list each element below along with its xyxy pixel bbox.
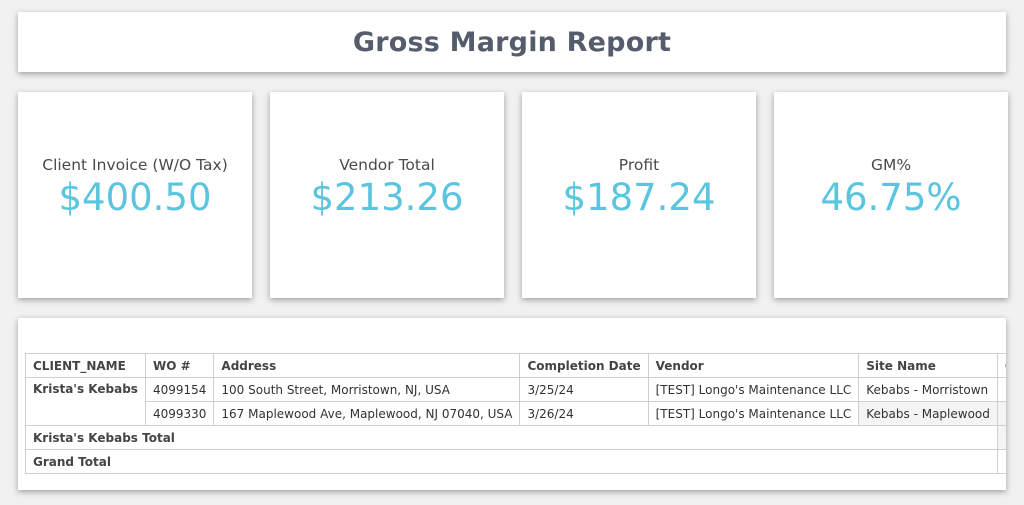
kpi-card-client-invoice: Client Invoice (W/O Tax) $400.50 (18, 92, 252, 298)
kpi-value: $213.26 (310, 176, 464, 219)
kpi-label: Client Invoice (W/O Tax) (42, 156, 228, 174)
kpi-card-vendor-total: Vendor Total $213.26 (270, 92, 504, 298)
column-header-vendor[interactable]: Vendor (647, 353, 860, 378)
vendor-cell: [TEST] Longo's Maintenance LLC (647, 401, 860, 426)
completion-date-cell: 3/25/24 (519, 377, 649, 402)
grand-total-label: Grand Total (25, 449, 998, 474)
grand-total-client-cell (996, 449, 1006, 474)
completion-date-cell: 3/26/24 (519, 401, 649, 426)
column-header-completion-date[interactable]: Completion Date (519, 353, 649, 378)
gross-margin-table-panel: CLIENT_NAME WO # Address Completion Date… (18, 318, 1006, 490)
table-scroll-area[interactable]: CLIENT_NAME WO # Address Completion Date… (25, 353, 1006, 474)
kpi-value: $187.24 (562, 176, 716, 219)
report-header: Gross Margin Report (18, 12, 1006, 72)
column-header-site-name[interactable]: Site Name (858, 353, 998, 378)
site-name-cell: Kebabs - Morristown (858, 377, 998, 402)
table-header-row: CLIENT_NAME WO # Address Completion Date… (25, 353, 1006, 378)
subtotal-row: Krista's Kebabs Total (25, 425, 1006, 450)
kpi-value: 46.75% (820, 176, 962, 219)
kpi-label: Profit (618, 156, 660, 174)
client-cell (996, 401, 1006, 426)
column-header-client-name[interactable]: CLIENT_NAME (25, 353, 146, 378)
address-cell: 167 Maplewood Ave, Maplewood, NJ 07040, … (213, 401, 521, 426)
vendor-cell: [TEST] Longo's Maintenance LLC (647, 377, 860, 402)
client-group-cell: Krista's Kebabs (25, 377, 146, 426)
table-row: 4099330 167 Maplewood Ave, Maplewood, NJ… (26, 401, 1006, 426)
kpi-card-gm-percent: GM% 46.75% (774, 92, 1008, 298)
kpi-label: GM% (870, 156, 912, 174)
subtotal-client-cell (996, 425, 1006, 450)
kpi-label: Vendor Total (339, 156, 435, 174)
column-header-address[interactable]: Address (213, 353, 521, 378)
gross-margin-table: CLIENT_NAME WO # Address Completion Date… (25, 353, 1006, 474)
address-cell: 100 South Street, Morristown, NJ, USA (213, 377, 521, 402)
wo-cell: 4099154 (144, 377, 215, 402)
column-header-wo[interactable]: WO # (144, 353, 215, 378)
subtotal-label: Krista's Kebabs Total (25, 425, 998, 450)
table-row: Krista's Kebabs 4099154 100 South Street… (25, 377, 1006, 426)
client-cell (996, 377, 1006, 402)
column-header-client[interactable]: Clien (996, 353, 1006, 378)
kpi-value: $400.50 (58, 176, 212, 219)
page-title: Gross Margin Report (352, 26, 672, 58)
grand-total-row: Grand Total (25, 449, 1006, 474)
site-name-cell: Kebabs - Maplewood (858, 401, 998, 426)
wo-cell: 4099330 (144, 401, 215, 426)
kpi-card-profit: Profit $187.24 (522, 92, 756, 298)
